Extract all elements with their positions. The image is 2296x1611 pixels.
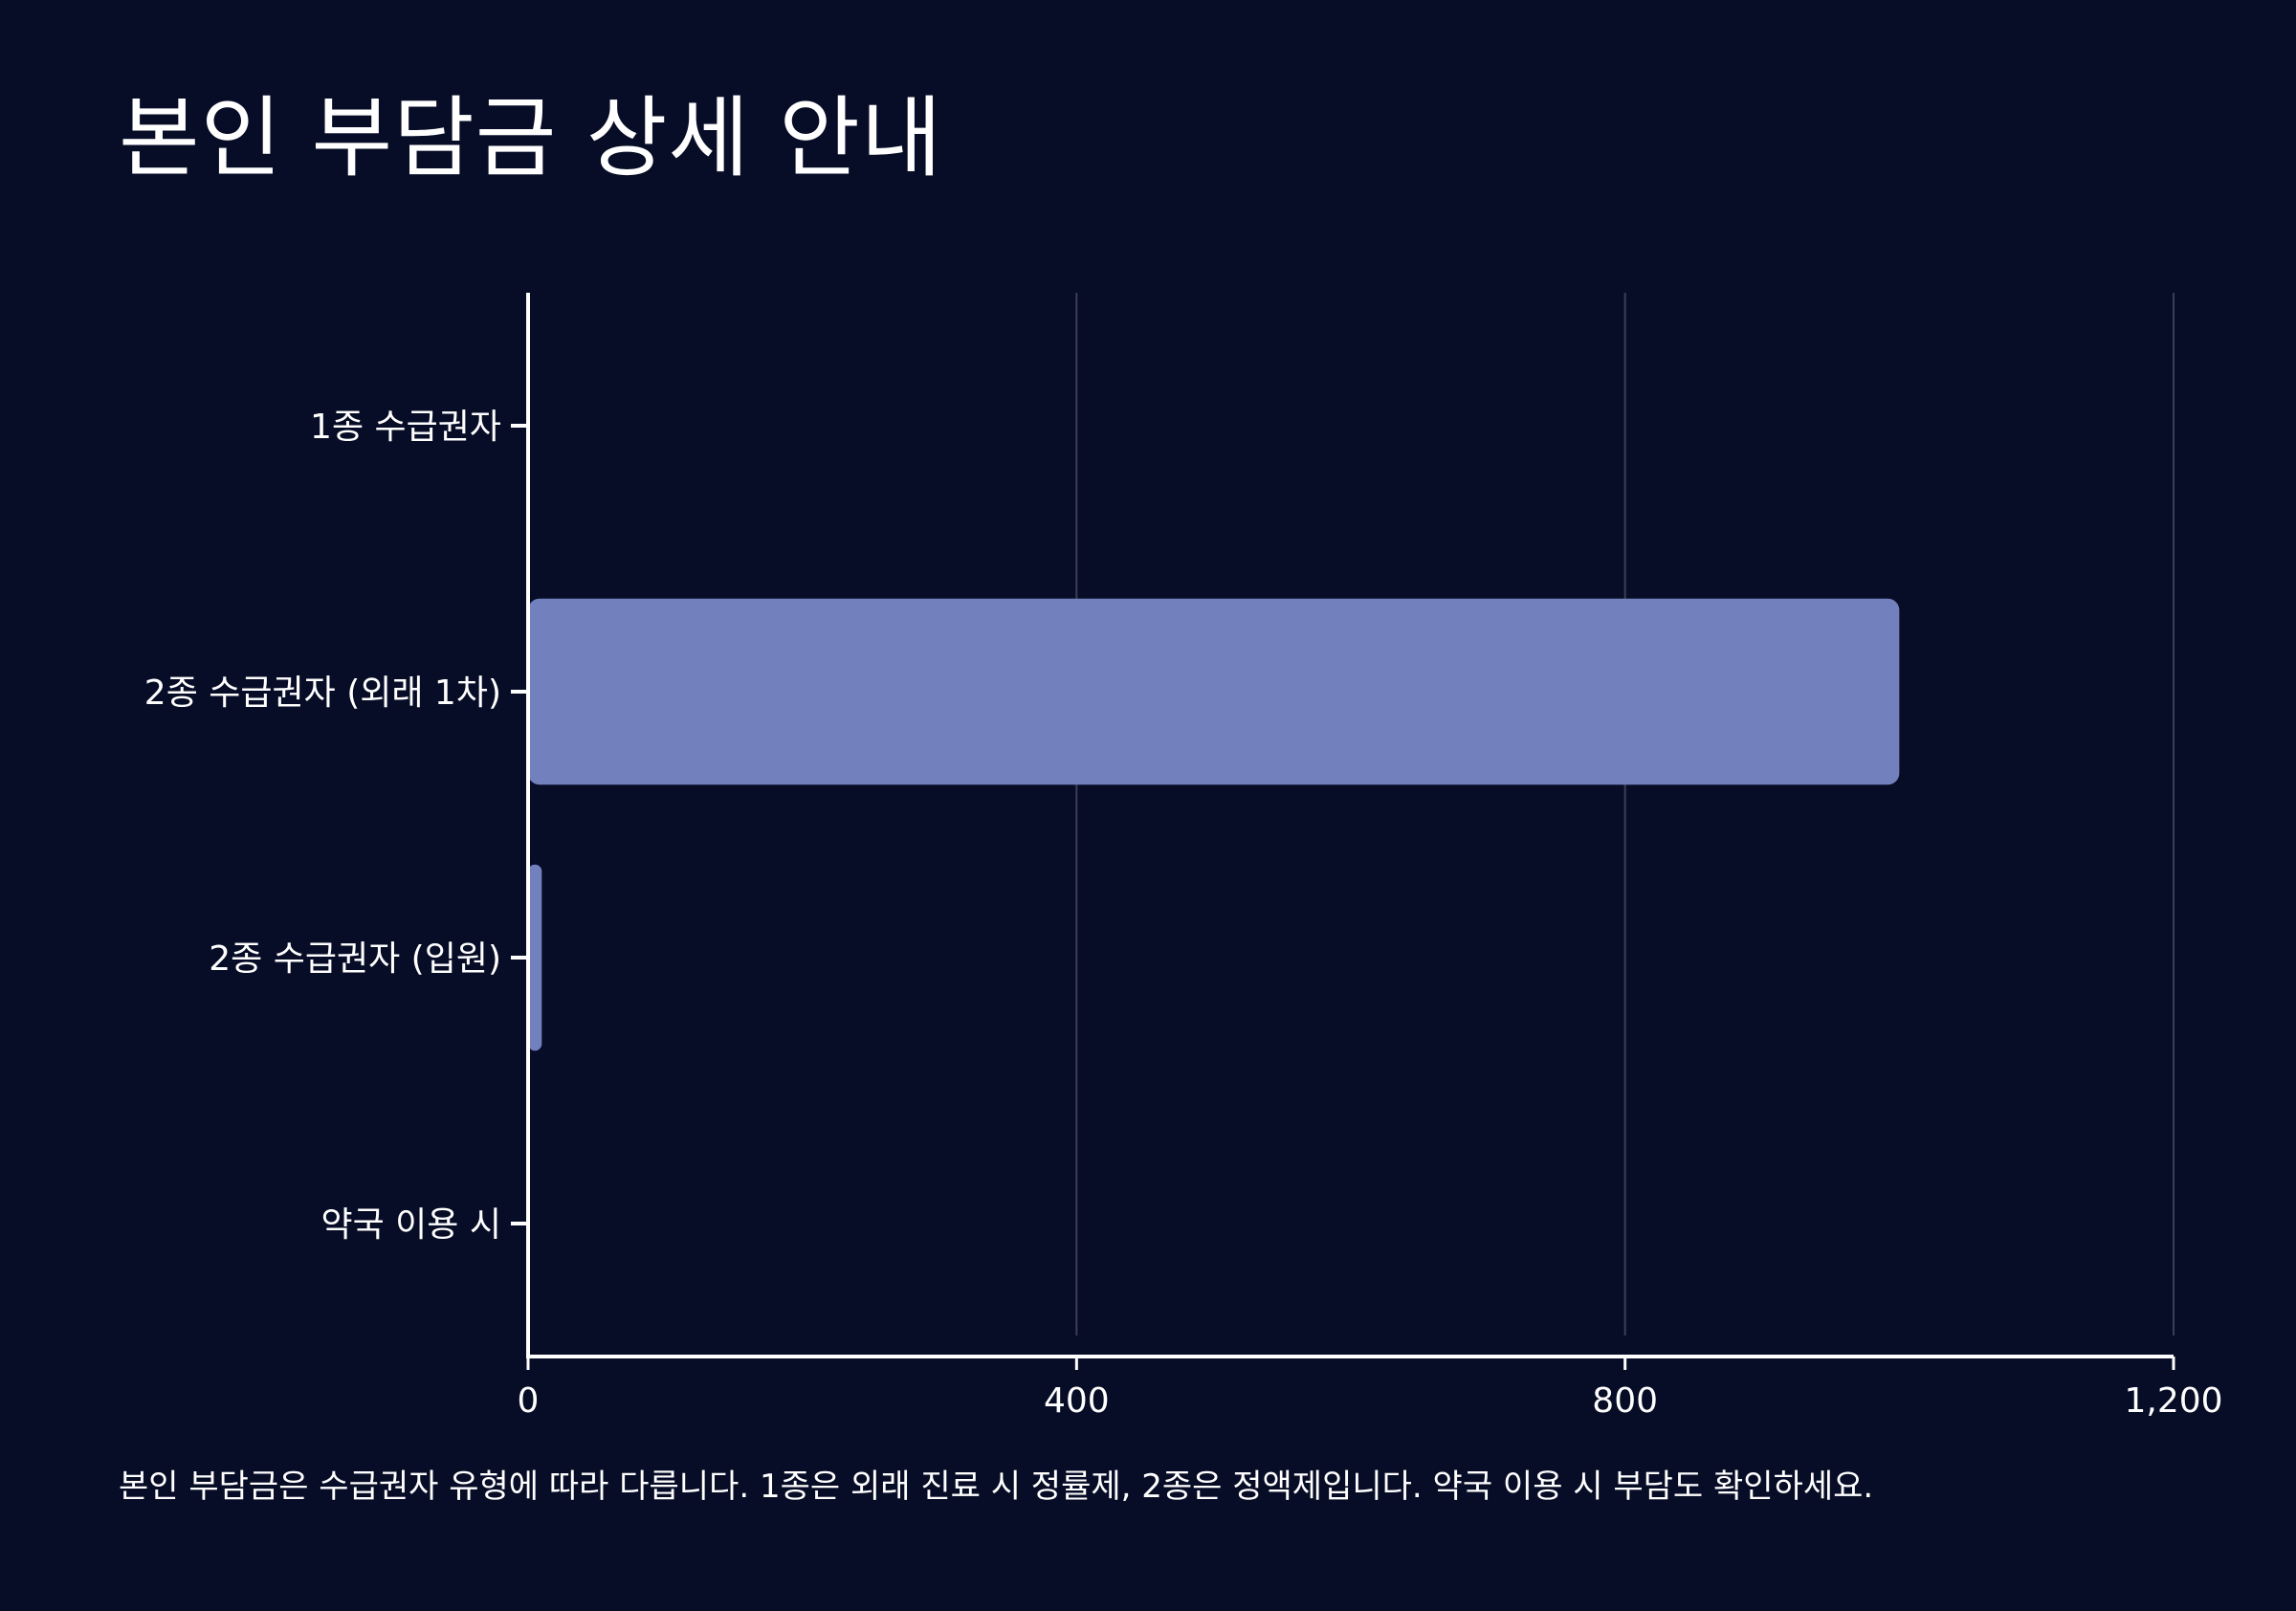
y-tick-label: 2종 수급권자 (입원) (209, 939, 501, 979)
x-tick-label: 800 (1592, 1381, 1658, 1421)
bar (528, 598, 1900, 785)
tick-labels: 0 400 800 1,200 1종 수급권자 2종 수급권자 (외래 1차) 2종 수급권… (144, 408, 2223, 1421)
bar (528, 864, 542, 1051)
x-tick-label: 0 (518, 1381, 540, 1421)
y-tick-label: 1종 수급권자 (310, 408, 501, 447)
chart-title: 본인 부담금 상세 안내 (119, 87, 943, 189)
y-tick-label: 약국 이용 시 (321, 1205, 502, 1245)
axes (511, 293, 2175, 1370)
bars (528, 598, 1900, 1051)
x-tick-label: 400 (1044, 1381, 1110, 1421)
footnote: 본인 부담금은 수급권자 유형에 따라 다릅니다. 1종은 외래 진료 시 정률… (119, 1468, 1874, 1506)
grid-lines (1075, 293, 2175, 1335)
x-tick-label: 1,200 (2124, 1381, 2222, 1421)
y-tick-label: 2종 수급권자 (외래 1차) (144, 673, 501, 713)
